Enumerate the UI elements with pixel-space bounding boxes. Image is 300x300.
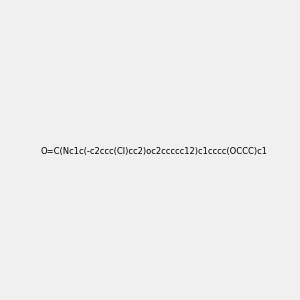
- Text: O=C(Nc1c(-c2ccc(Cl)cc2)oc2ccccc12)c1cccc(OCCC)c1: O=C(Nc1c(-c2ccc(Cl)cc2)oc2ccccc12)c1cccc…: [40, 147, 267, 156]
